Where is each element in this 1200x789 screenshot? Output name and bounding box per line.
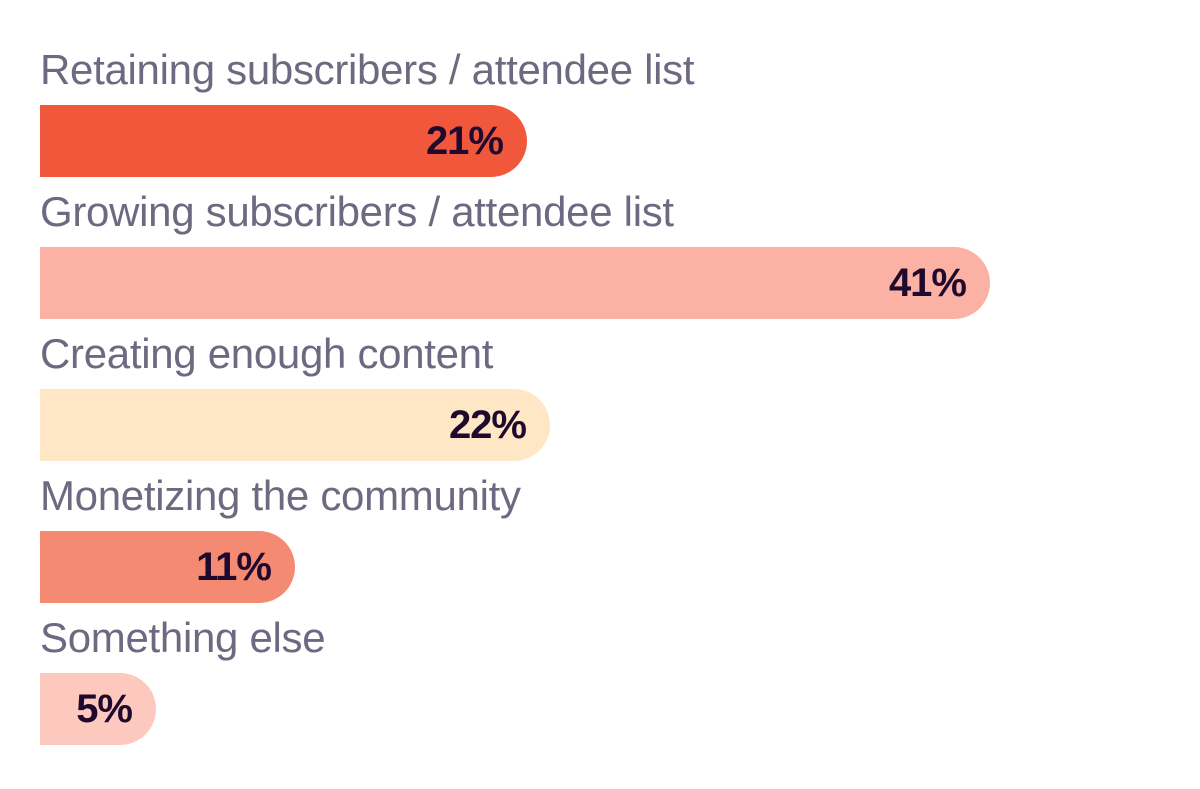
category-label: Monetizing the community	[40, 472, 521, 519]
bar: 41%	[40, 247, 990, 319]
category-label: Retaining subscribers / attendee list	[40, 46, 695, 93]
bar: 21%	[40, 105, 527, 177]
category-label: Creating enough content	[40, 330, 494, 377]
bar: 22%	[40, 389, 550, 461]
bar: 5%	[40, 673, 156, 745]
bar: 11%	[40, 531, 295, 603]
value-label: 22%	[448, 403, 527, 447]
value-label: 5%	[76, 687, 133, 731]
category-label: Growing subscribers / attendee list	[40, 188, 674, 235]
category-label: Something else	[40, 614, 326, 661]
value-label: 11%	[196, 545, 272, 589]
value-label: 21%	[425, 119, 504, 163]
value-label: 41%	[888, 261, 967, 305]
